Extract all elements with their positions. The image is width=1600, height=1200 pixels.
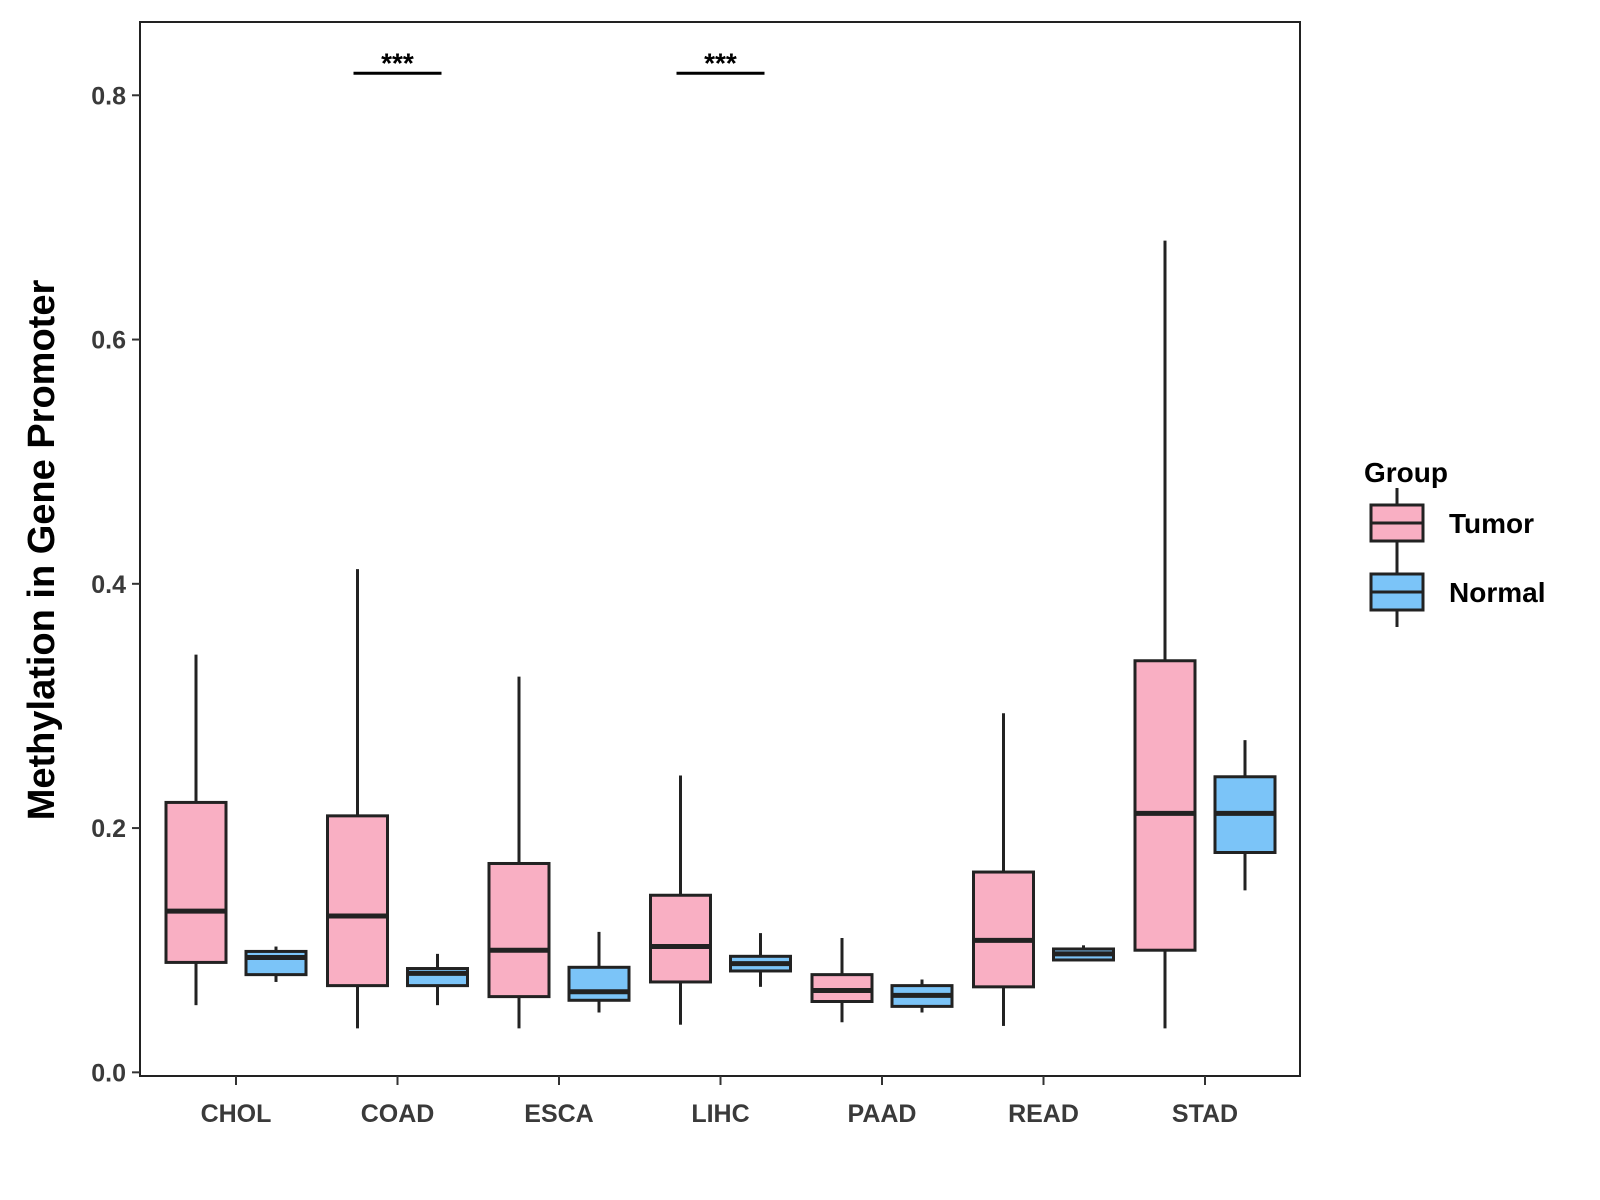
box-body [244, 949, 308, 977]
y-tick-label: 0.6 [91, 327, 126, 355]
box-normal-paad [890, 979, 954, 1013]
box-tumor-stad [1133, 240, 1197, 1029]
box-normal-coad [406, 953, 469, 1006]
box-tumor-read [972, 713, 1035, 1026]
plot-panel [139, 21, 1301, 1077]
box-tumor-chol [164, 654, 228, 1006]
box-normal-read [1052, 945, 1115, 962]
box-series [164, 240, 1277, 1029]
significance-label: *** [704, 47, 737, 78]
x-tick-label: READ [1008, 1100, 1079, 1128]
box-tumor-paad [810, 937, 874, 1023]
y-axis-label: Methylation in Gene Promoter [21, 280, 63, 821]
box-tumor-esca [487, 676, 551, 1029]
x-tick-label: ESCA [524, 1100, 593, 1128]
legend-item-normal: Normal [1369, 557, 1545, 627]
y-tick-label: 0.8 [91, 82, 126, 110]
box-body [164, 800, 228, 964]
box-body [1133, 659, 1197, 952]
significance-annotations: *** *** [353, 47, 765, 78]
y-axis: 0.0 0.2 0.4 0.6 0.8 [91, 82, 140, 1087]
significance-label: *** [381, 47, 414, 78]
legend-label: Tumor [1449, 508, 1534, 539]
box-tumor-lihc [649, 775, 712, 1025]
legend-label: Normal [1449, 577, 1545, 608]
x-tick-label: CHOL [201, 1100, 272, 1128]
box-body [972, 870, 1035, 989]
y-tick-label: 0.4 [91, 571, 126, 599]
legend-item-tumor: Tumor [1369, 488, 1534, 558]
box-normal-lihc [729, 933, 792, 987]
x-tick-label: STAD [1172, 1100, 1238, 1128]
box-normal-chol [244, 946, 308, 982]
legend-title: Group [1364, 457, 1448, 488]
box-tumor-coad [326, 569, 389, 1029]
box-body [326, 814, 389, 988]
box-normal-esca [567, 931, 631, 1013]
x-tick-label: LIHC [691, 1100, 749, 1128]
x-axis: CHOL COAD ESCA LIHC PAAD READ STAD [201, 1076, 1238, 1128]
y-tick-label: 0.0 [91, 1059, 126, 1087]
box-body [649, 893, 712, 984]
x-tick-label: PAAD [848, 1100, 917, 1128]
box-body [487, 861, 551, 999]
box-normal-stad [1213, 740, 1277, 891]
y-tick-label: 0.2 [91, 815, 126, 843]
x-tick-label: COAD [361, 1100, 435, 1128]
box-body [567, 965, 631, 1002]
